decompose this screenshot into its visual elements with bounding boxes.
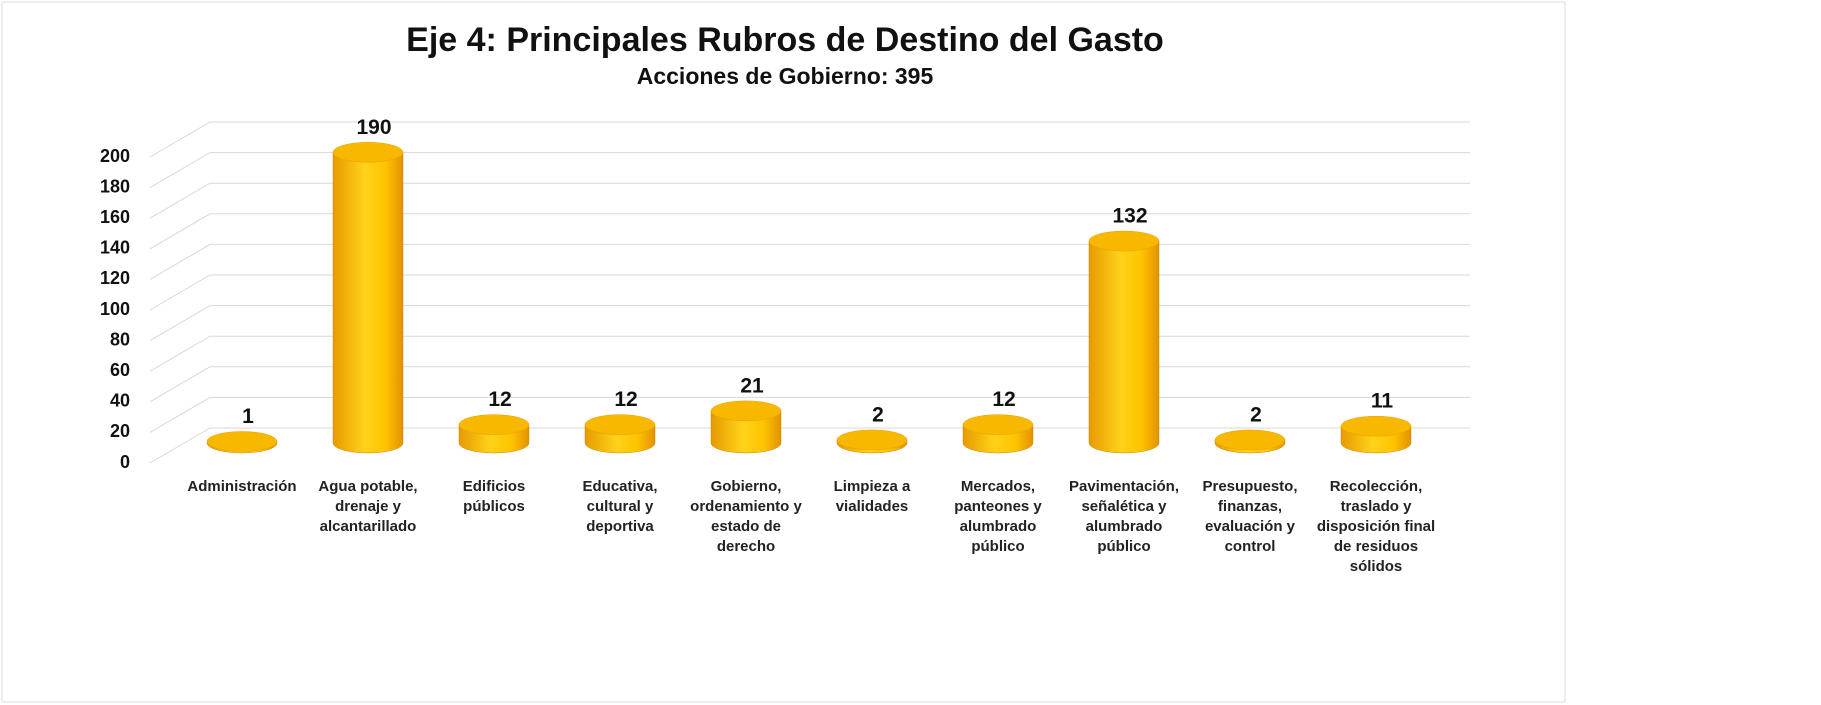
y-tick-label: 180	[100, 176, 130, 196]
y-tick-label: 0	[120, 452, 130, 472]
bar	[1088, 240, 1160, 454]
bar-top	[458, 414, 530, 435]
y-tick-label: 140	[100, 238, 130, 258]
x-tick-label: Gobierno, ordenamiento y estado de derec…	[690, 478, 802, 555]
chart-subtitle: Acciones de Gobierno: 395	[637, 63, 934, 89]
chart-title: Eje 4: Principales Rubros de Destino del…	[406, 21, 1164, 59]
y-tick-label: 20	[110, 421, 130, 441]
grid-line	[149, 213, 1470, 250]
x-tick-label: Educativa, cultural y deportiva	[582, 478, 658, 535]
bar-top	[206, 431, 278, 452]
y-tick-label: 160	[100, 207, 130, 227]
grid-line	[149, 335, 1470, 372]
value-label: 12	[488, 388, 511, 411]
grid-line	[149, 366, 1470, 403]
y-tick-label: 200	[100, 146, 130, 166]
value-label: 132	[1112, 205, 1147, 228]
value-label: 190	[356, 116, 391, 139]
value-label: 1	[242, 405, 254, 428]
x-tick-label: Presupuesto, finanzas, evaluación y cont…	[1202, 478, 1298, 555]
bar-top	[1214, 429, 1286, 451]
grid-line	[149, 305, 1470, 342]
y-tick-label: 80	[110, 329, 130, 349]
value-label: 12	[614, 388, 637, 411]
grid-line	[149, 396, 1470, 433]
x-tick-label: Administración	[187, 478, 297, 495]
y-tick-label: 60	[110, 360, 130, 380]
bar-top	[332, 142, 404, 163]
grid-line	[149, 243, 1470, 280]
bar-top	[962, 414, 1034, 435]
bar-top	[584, 414, 656, 435]
x-tick-label: Agua potable, drenaje y alcantarillado	[318, 478, 418, 535]
value-label: 11	[1371, 390, 1394, 413]
y-tick-label: 40	[110, 391, 130, 411]
bar-top	[836, 429, 908, 451]
value-label: 2	[1250, 403, 1262, 426]
grid-line	[149, 182, 1470, 219]
value-label: 12	[992, 388, 1015, 411]
grid-line	[149, 274, 1470, 311]
bar-top	[710, 400, 782, 422]
chart-border	[1, 1, 1566, 703]
bar	[332, 152, 404, 454]
y-tick-label: 120	[100, 268, 130, 288]
bar	[710, 410, 782, 454]
x-tick-label: Edificios públicos	[462, 478, 526, 515]
bar-top	[1340, 415, 1412, 437]
x-tick-label: Recolección, traslado y disposición fina…	[1316, 478, 1436, 575]
grid-line	[149, 427, 1470, 464]
value-label: 2	[872, 403, 884, 426]
y-tick-label: 100	[100, 299, 130, 319]
bar-top	[1088, 230, 1160, 252]
x-tick-label: Mercados, panteones y alumbrado público	[954, 478, 1042, 555]
grid-line	[149, 152, 1470, 189]
grid-line	[149, 121, 1470, 158]
x-tick-label: Limpieza a vialidades	[833, 478, 911, 515]
x-tick-label: Pavimentación, señalética y alumbrado pú…	[1068, 478, 1180, 555]
value-label: 21	[740, 374, 764, 397]
